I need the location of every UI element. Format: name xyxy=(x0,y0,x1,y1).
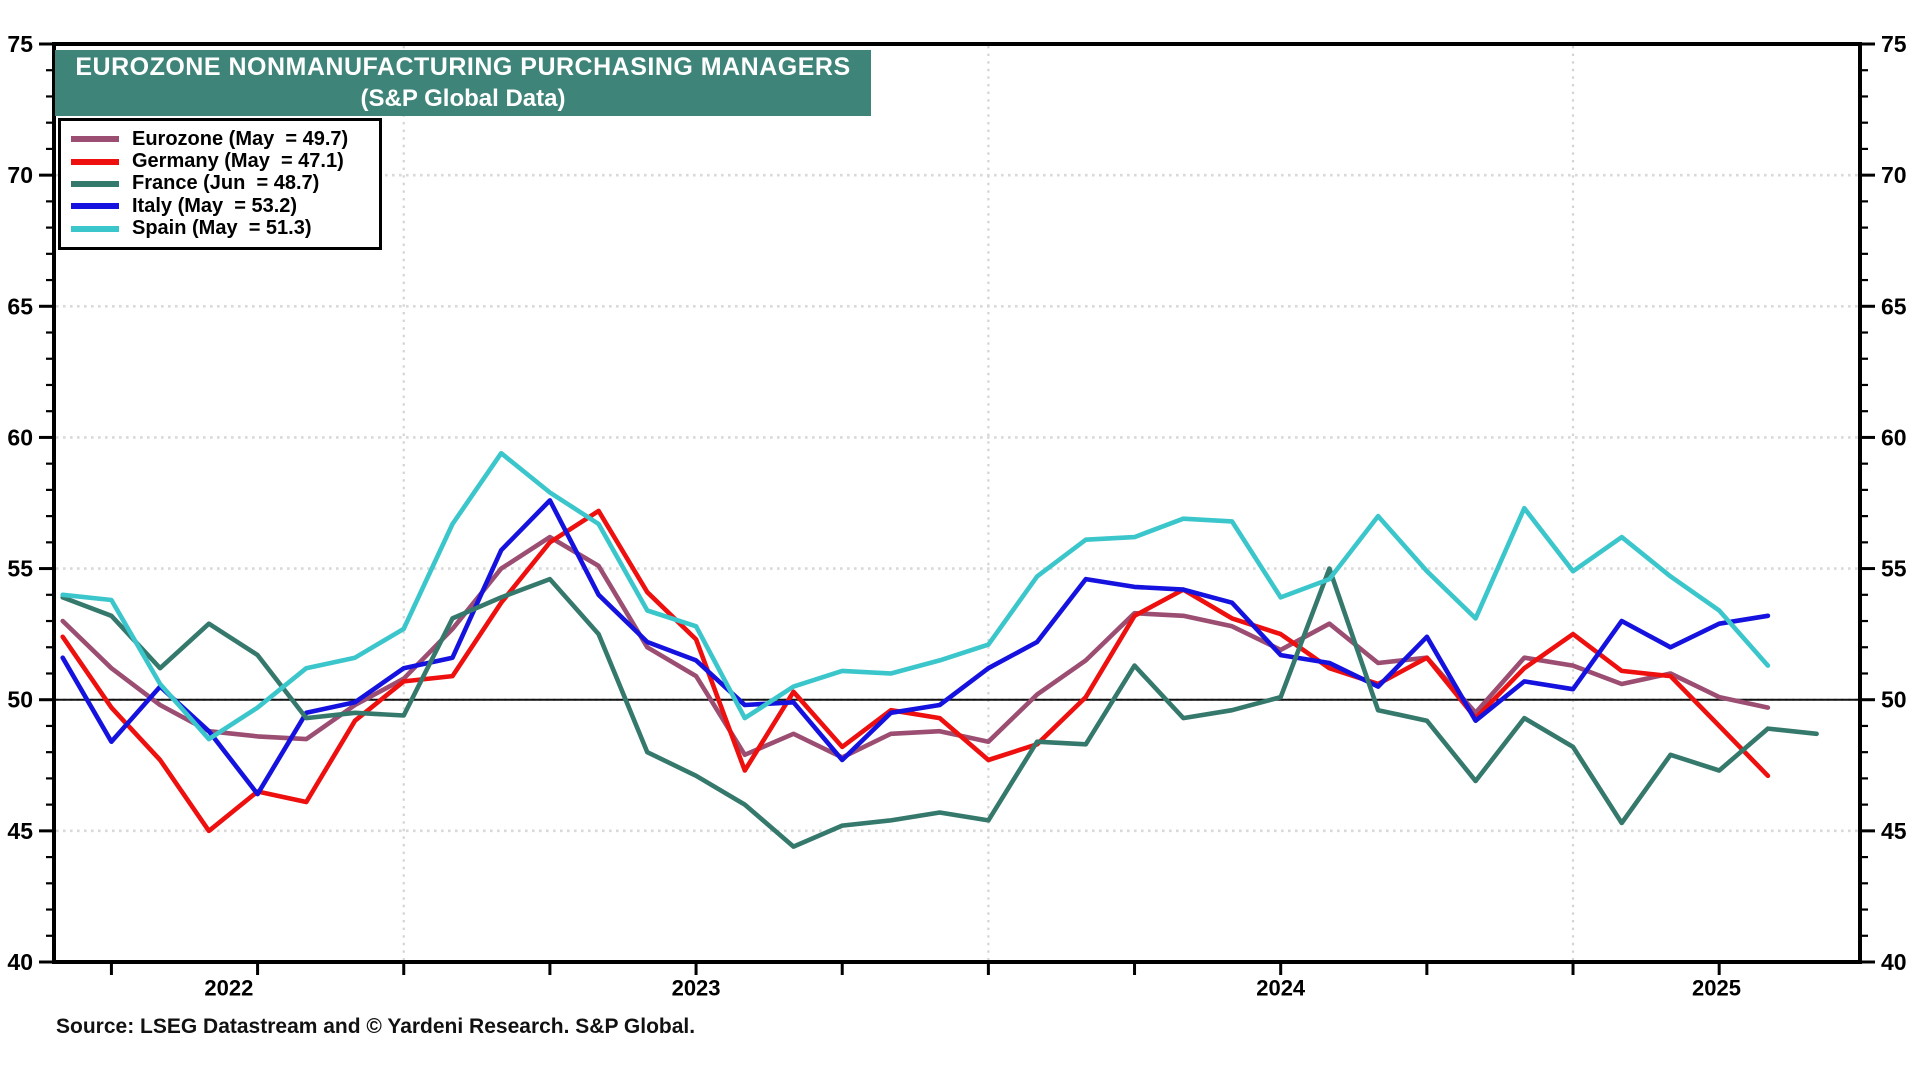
legend-line-sample xyxy=(71,158,119,165)
y-axis-label-right: 45 xyxy=(1881,818,1907,844)
legend-label: Spain (May = 51.3) xyxy=(132,217,312,240)
legend-line-sample xyxy=(71,225,119,232)
legend-line-sample xyxy=(71,136,119,143)
chart-title: EUROZONE NONMANUFACTURING PURCHASING MAN… xyxy=(75,53,851,81)
y-axis-label-right: 75 xyxy=(1881,31,1907,57)
legend-item: Germany (May = 47.1) xyxy=(71,150,375,172)
plot-frame xyxy=(52,42,1862,964)
y-axis-label-left: 75 xyxy=(7,31,33,57)
y-axis-label-right: 60 xyxy=(1881,424,1907,450)
y-axis-label-right: 55 xyxy=(1881,556,1907,582)
series-line-france xyxy=(60,566,1819,849)
y-axis-label-left: 60 xyxy=(7,424,33,450)
legend-label: Germany (May = 47.1) xyxy=(132,150,344,173)
legend-line-sample xyxy=(71,180,119,187)
y-axis-label-left: 55 xyxy=(7,556,33,582)
legend-item: Spain (May = 51.3) xyxy=(71,217,375,240)
legend-box: Eurozone (May = 49.7) Germany (May = 47.1… xyxy=(58,118,382,250)
chart-subtitle: (S&P Global Data) xyxy=(360,85,566,112)
y-axis-label-left: 50 xyxy=(7,687,33,713)
title-banner: EUROZONE NONMANUFACTURING PURCHASING MAN… xyxy=(55,50,871,116)
x-axis-year-label: 2023 xyxy=(672,976,721,1001)
legend-label: Italy (May = 53.2) xyxy=(132,194,298,217)
y-axis-label-left: 40 xyxy=(7,949,33,975)
y-axis-label-right: 70 xyxy=(1881,162,1907,188)
y-axis-label-left: 65 xyxy=(7,293,33,319)
series-line-germany xyxy=(60,508,1771,834)
series-line-spain xyxy=(60,450,1771,742)
series-line-italy xyxy=(60,498,1771,797)
legend-line-sample xyxy=(71,203,119,210)
y-axis-label-left: 70 xyxy=(7,162,33,188)
y-axis-label-right: 40 xyxy=(1881,949,1907,975)
legend-item: Italy (May = 53.2) xyxy=(71,195,375,217)
y-axis-label-left: 45 xyxy=(7,818,33,844)
y-axis-label-right: 50 xyxy=(1881,687,1907,713)
legend-item: France (Jun = 48.7) xyxy=(71,172,375,195)
legend-label: France (Jun = 48.7) xyxy=(132,172,320,195)
x-axis-year-label: 2025 xyxy=(1692,976,1741,1001)
legend-item: Eurozone (May = 49.7) xyxy=(71,128,375,150)
x-axis-year-label: 2022 xyxy=(204,976,253,1001)
source-note: Source: LSEG Datastream and © Yardeni Re… xyxy=(56,1015,696,1038)
legend-label: Eurozone (May = 49.7) xyxy=(132,127,349,150)
y-axis-label-right: 65 xyxy=(1881,293,1907,319)
x-axis-year-label: 2024 xyxy=(1256,976,1306,1001)
series-line-eurozone xyxy=(60,534,1771,760)
